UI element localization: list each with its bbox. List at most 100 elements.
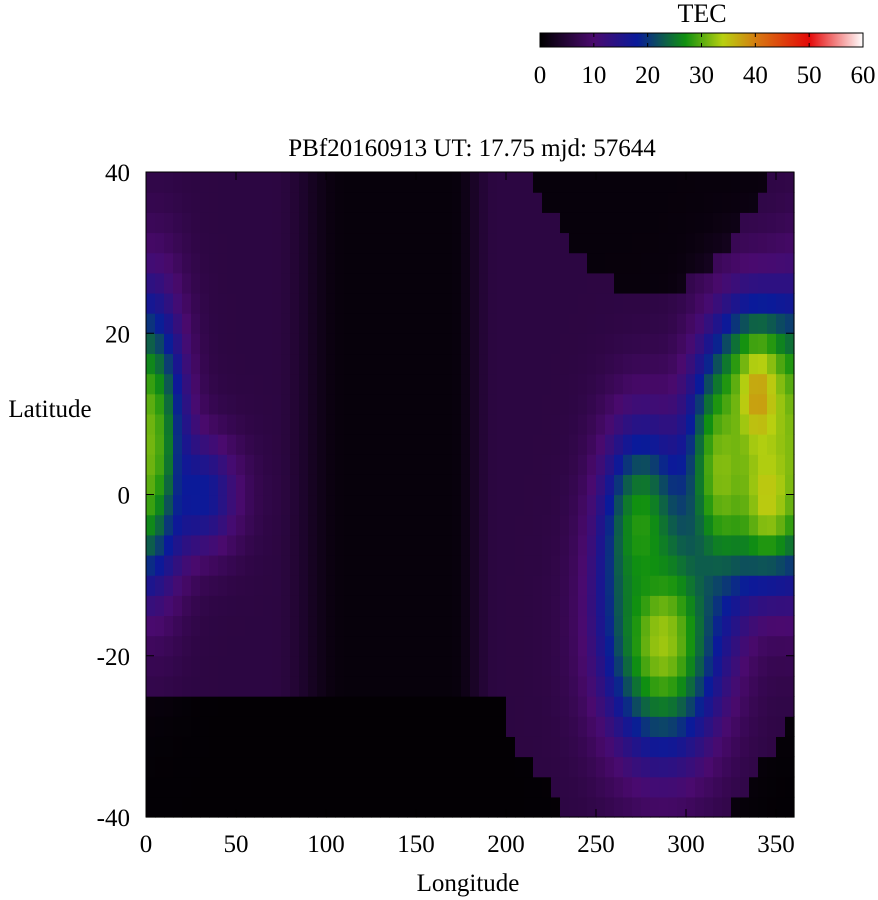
heatmap-cell xyxy=(389,292,399,314)
heatmap-cell xyxy=(686,776,696,798)
heatmap-cell xyxy=(209,393,219,415)
heatmap-cell xyxy=(488,696,498,717)
heatmap-cell xyxy=(146,514,156,536)
heatmap-cell xyxy=(560,373,570,395)
heatmap-cell xyxy=(209,575,219,596)
heatmap-cell xyxy=(281,696,291,717)
heatmap-cell xyxy=(227,172,237,193)
heatmap-cell xyxy=(182,373,192,395)
heatmap-cell xyxy=(695,655,705,677)
heatmap-cell xyxy=(542,655,552,677)
heatmap-cell xyxy=(497,252,507,274)
heatmap-cell xyxy=(317,635,327,657)
heatmap-cell xyxy=(704,635,714,657)
heatmap-cell xyxy=(236,192,246,213)
heatmap-cell xyxy=(695,232,705,254)
heatmap-cell xyxy=(416,333,426,355)
heatmap-cell xyxy=(452,716,462,737)
heatmap-cell xyxy=(731,655,741,677)
heatmap-cell xyxy=(740,313,750,334)
heatmap-cell xyxy=(182,615,192,637)
heatmap-cell xyxy=(785,272,795,294)
heatmap-cell xyxy=(434,655,444,677)
heatmap-cell xyxy=(461,172,471,193)
heatmap-cell xyxy=(416,474,426,496)
heatmap-cell xyxy=(227,615,237,637)
heatmap-cell xyxy=(362,595,372,617)
heatmap-cell xyxy=(650,232,660,254)
heatmap-cell xyxy=(173,655,183,677)
heatmap-cell xyxy=(632,212,642,234)
heatmap-cell xyxy=(209,292,219,314)
heatmap-cell xyxy=(668,272,678,294)
heatmap-cell xyxy=(524,756,534,778)
heatmap-cell xyxy=(218,494,228,516)
heatmap-cell xyxy=(335,554,345,576)
heatmap-cell xyxy=(668,575,678,596)
heatmap-cell xyxy=(704,534,714,556)
heatmap-cell xyxy=(470,756,480,778)
heatmap-cell xyxy=(344,615,354,637)
heatmap-cell xyxy=(677,232,687,254)
heatmap-cell xyxy=(497,736,507,758)
heatmap-cell xyxy=(497,575,507,596)
heatmap-cell xyxy=(380,615,390,637)
heatmap-cell xyxy=(659,575,669,596)
heatmap-cell xyxy=(533,313,543,334)
heatmap-cell xyxy=(506,292,516,314)
heatmap-cell xyxy=(524,252,534,274)
heatmap-cell xyxy=(677,514,687,536)
heatmap-cell xyxy=(146,333,156,355)
heatmap-cell xyxy=(254,313,264,334)
heatmap-cell xyxy=(632,575,642,596)
heatmap-cell xyxy=(740,554,750,576)
heatmap-cell xyxy=(155,333,165,355)
heatmap-cell xyxy=(722,696,732,717)
heatmap-cell xyxy=(659,212,669,234)
heatmap-cell xyxy=(497,313,507,334)
heatmap-cell xyxy=(686,554,696,576)
heatmap-cell xyxy=(515,776,525,798)
heatmap-cell xyxy=(236,232,246,254)
heatmap-cell xyxy=(182,434,192,455)
heatmap-cell xyxy=(182,716,192,737)
heatmap-cell xyxy=(488,212,498,234)
heatmap-cell xyxy=(515,192,525,213)
heatmap-cell xyxy=(722,595,732,617)
heatmap-cell xyxy=(686,635,696,657)
heatmap-cell xyxy=(641,514,651,536)
heatmap-cell xyxy=(308,696,318,717)
heatmap-cell xyxy=(236,393,246,415)
heatmap-cell xyxy=(425,776,435,798)
heatmap-cell xyxy=(695,554,705,576)
heatmap-cell xyxy=(398,393,408,415)
heatmap-cell xyxy=(614,212,624,234)
heatmap-cell xyxy=(524,635,534,657)
heatmap-cell xyxy=(515,595,525,617)
heatmap-cell xyxy=(668,252,678,274)
heatmap-cell xyxy=(560,796,570,818)
heatmap-cell xyxy=(479,534,489,556)
heatmap-cell xyxy=(398,716,408,737)
heatmap-cell xyxy=(434,172,444,193)
heatmap-cell xyxy=(281,534,291,556)
heatmap-cell xyxy=(686,232,696,254)
heatmap-cell xyxy=(344,192,354,213)
heatmap-cell xyxy=(551,373,561,395)
heatmap-cell xyxy=(551,454,561,475)
heatmap-cell xyxy=(686,333,696,355)
heatmap-cell xyxy=(749,313,759,334)
heatmap-cell xyxy=(245,575,255,596)
heatmap-cell xyxy=(578,232,588,254)
heatmap-cell xyxy=(722,454,732,475)
heatmap-cell xyxy=(506,212,516,234)
heatmap-cell xyxy=(407,756,417,778)
heatmap-cell xyxy=(686,192,696,213)
heatmap-cell xyxy=(479,514,489,536)
heatmap-cell xyxy=(650,716,660,737)
heatmap-cell xyxy=(326,696,336,717)
heatmap-cell xyxy=(443,494,453,516)
heatmap-cell xyxy=(461,534,471,556)
heatmap-cell xyxy=(236,272,246,294)
heatmap-cell xyxy=(605,373,615,395)
